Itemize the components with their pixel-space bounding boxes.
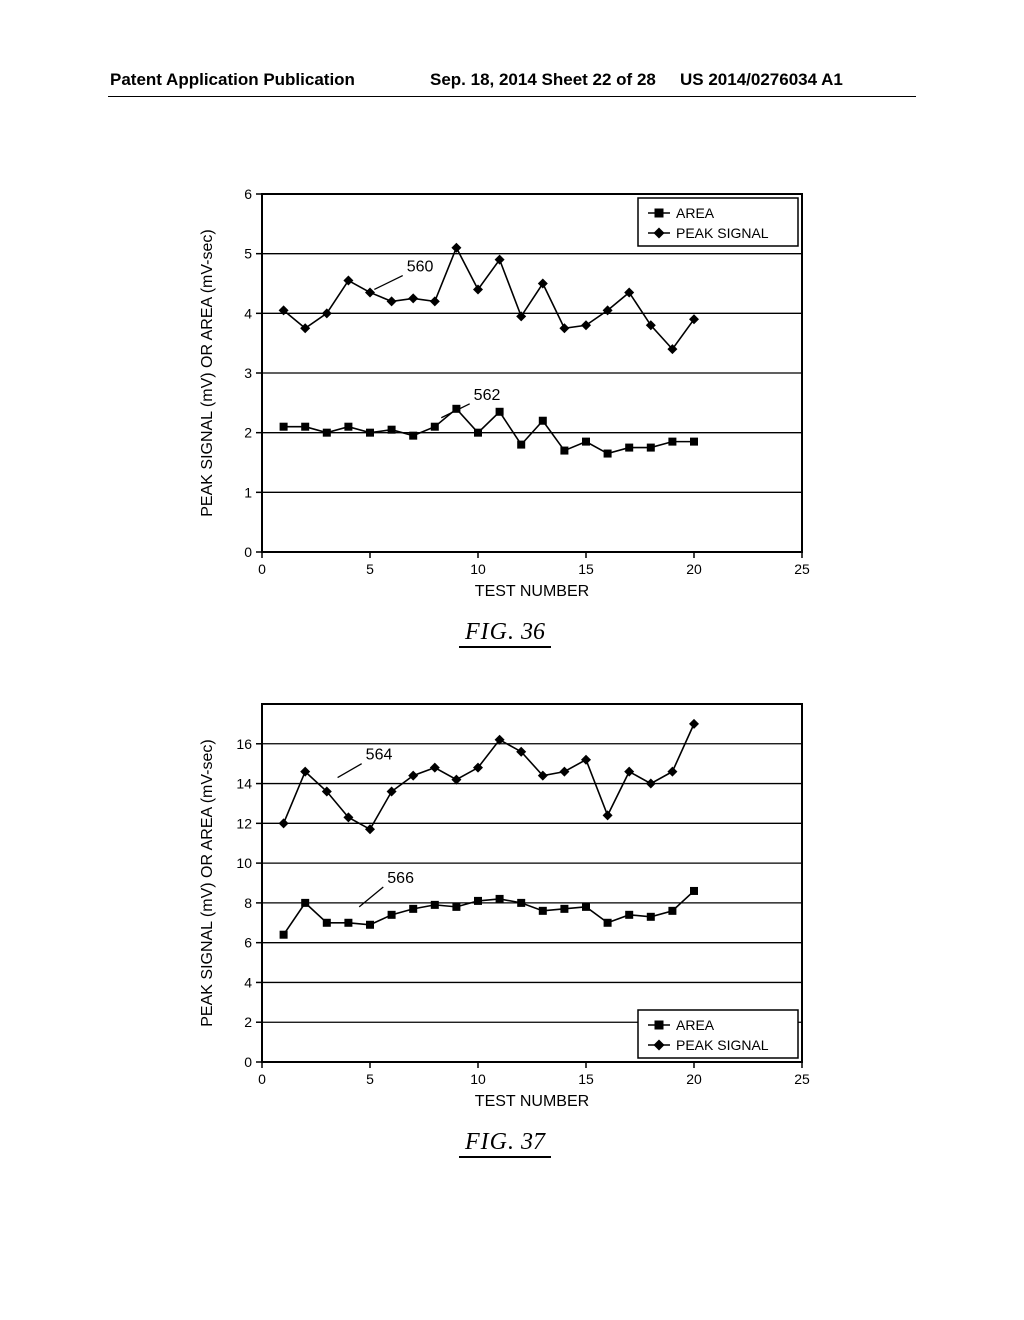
fig36-prefix: FIG. [465,619,515,645]
svg-text:4: 4 [244,974,252,990]
svg-text:TEST NUMBER: TEST NUMBER [475,1093,589,1110]
fig36-caption: FIG. 36 [190,619,820,648]
svg-text:10: 10 [470,1071,486,1087]
svg-text:20: 20 [686,1071,702,1087]
svg-text:16: 16 [236,736,252,752]
svg-text:0: 0 [258,1071,266,1087]
svg-text:15: 15 [578,1071,594,1087]
header-rule [108,96,916,97]
svg-text:3: 3 [244,365,252,381]
svg-text:5: 5 [244,246,252,262]
svg-text:560: 560 [407,259,434,276]
svg-text:25: 25 [794,1071,810,1087]
svg-text:2: 2 [244,425,252,441]
svg-text:6: 6 [244,935,252,951]
figure-37: 0 2 4 6 8 10 12 14 16 0 5 10 15 20 25 TEST NUMBER PEAK S… [190,690,820,1170]
svg-text:562: 562 [474,387,501,404]
svg-text:0: 0 [258,561,266,577]
svg-text:PEAK SIGNAL: PEAK SIGNAL [676,1037,769,1053]
fig36-number: 36 [521,619,545,645]
figure-36: 01234560510152025TEST NUMBERPEAK SIGNAL … [190,180,820,660]
svg-text:PEAK SIGNAL: PEAK SIGNAL [676,225,769,241]
svg-text:AREA: AREA [676,1017,715,1033]
svg-text:1: 1 [244,484,252,500]
svg-text:PEAK SIGNAL (mV) OR AREA (mV-s: PEAK SIGNAL (mV) OR AREA (mV-sec) [199,739,216,1026]
header-right: US 2014/0276034 A1 [680,70,843,90]
chart-fig37: 0 2 4 6 8 10 12 14 16 0 5 10 15 20 25 TEST NUMBER PEAK S… [190,690,820,1120]
svg-text:15: 15 [578,561,594,577]
svg-text:564: 564 [366,747,393,764]
svg-text:5: 5 [366,561,374,577]
svg-text:12: 12 [236,815,252,831]
svg-text:566: 566 [387,870,414,887]
svg-text:4: 4 [244,305,252,321]
svg-text:0: 0 [244,1054,252,1070]
svg-text:PEAK SIGNAL (mV) OR AREA (mV-s: PEAK SIGNAL (mV) OR AREA (mV-sec) [199,229,216,516]
chart-fig36: 01234560510152025TEST NUMBERPEAK SIGNAL … [190,180,820,610]
svg-text:20: 20 [686,561,702,577]
svg-text:10: 10 [236,855,252,871]
svg-text:5: 5 [366,1071,374,1087]
fig37-number: 37 [521,1129,545,1155]
svg-text:14: 14 [236,776,252,792]
fig37-caption: FIG. 37 [190,1129,820,1158]
svg-text:TEST NUMBER: TEST NUMBER [475,583,589,600]
header-left: Patent Application Publication [110,70,355,90]
header-center: Sep. 18, 2014 Sheet 22 of 28 [430,70,656,90]
svg-text:25: 25 [794,561,810,577]
svg-text:2: 2 [244,1014,252,1030]
svg-text:10: 10 [470,561,486,577]
svg-text:0: 0 [244,544,252,560]
fig37-prefix: FIG. [465,1129,515,1155]
svg-text:8: 8 [244,895,252,911]
svg-text:AREA: AREA [676,205,715,221]
svg-text:6: 6 [244,186,252,202]
